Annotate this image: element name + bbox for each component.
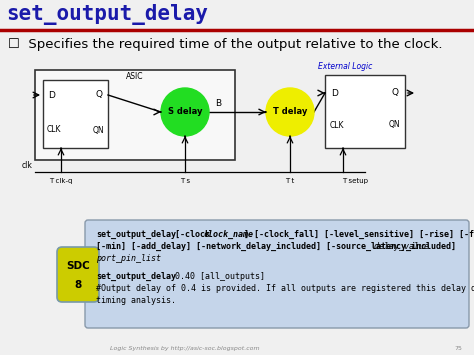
Text: set_output_delay: set_output_delay (96, 230, 176, 239)
Text: S delay: S delay (168, 108, 202, 116)
Text: [-clock: [-clock (170, 230, 215, 239)
Text: 8: 8 (74, 280, 82, 290)
FancyBboxPatch shape (57, 247, 99, 302)
Text: clk: clk (22, 161, 33, 170)
Text: D: D (48, 91, 55, 99)
Text: ☐  Specifies the required time of the output relative to the clock.: ☐ Specifies the required time of the out… (8, 38, 443, 51)
Text: External Logic: External Logic (318, 62, 372, 71)
Text: timing analysis.: timing analysis. (96, 296, 176, 305)
Text: QN: QN (92, 126, 104, 135)
Text: T t: T t (285, 178, 295, 184)
Text: clock_name: clock_name (203, 230, 253, 239)
Text: Logic Synthesis by http://asic-soc.blogspot.com: Logic Synthesis by http://asic-soc.blogs… (110, 346, 260, 351)
Text: CLK: CLK (47, 126, 62, 135)
Text: port_pin_list: port_pin_list (96, 254, 161, 263)
Text: #Output delay of 0.4 is provided. If all outputs are registered this delay does : #Output delay of 0.4 is provided. If all… (96, 284, 474, 293)
FancyBboxPatch shape (35, 70, 235, 160)
FancyBboxPatch shape (85, 220, 469, 328)
Text: T delay: T delay (273, 108, 307, 116)
Circle shape (161, 88, 209, 136)
Text: delay_value: delay_value (369, 242, 429, 251)
Text: [-min] [-add_delay] [-network_delay_included] [-source_latency_included]: [-min] [-add_delay] [-network_delay_incl… (96, 242, 456, 251)
Text: SDC: SDC (66, 261, 90, 271)
Text: CLK: CLK (330, 120, 345, 130)
Text: QN: QN (388, 120, 400, 130)
Text: D: D (331, 88, 338, 98)
Text: ] [-clock_fall] [-level_sensitive] [-rise] [-fall] [-max]: ] [-clock_fall] [-level_sensitive] [-ris… (244, 230, 474, 239)
Text: Q: Q (96, 91, 103, 99)
Text: ASIC: ASIC (126, 72, 144, 81)
Text: 0.40 [all_outputs]: 0.40 [all_outputs] (170, 272, 265, 281)
Text: B: B (215, 99, 221, 109)
Text: T setup: T setup (342, 178, 368, 184)
Text: T s: T s (180, 178, 190, 184)
Text: set_output_delay: set_output_delay (6, 4, 208, 25)
Text: Q: Q (392, 88, 399, 98)
FancyBboxPatch shape (325, 75, 405, 148)
Circle shape (266, 88, 314, 136)
Text: set_output_delay: set_output_delay (96, 272, 176, 281)
FancyBboxPatch shape (43, 80, 108, 148)
Text: 75: 75 (454, 346, 462, 351)
Text: T clk-q: T clk-q (49, 178, 73, 184)
